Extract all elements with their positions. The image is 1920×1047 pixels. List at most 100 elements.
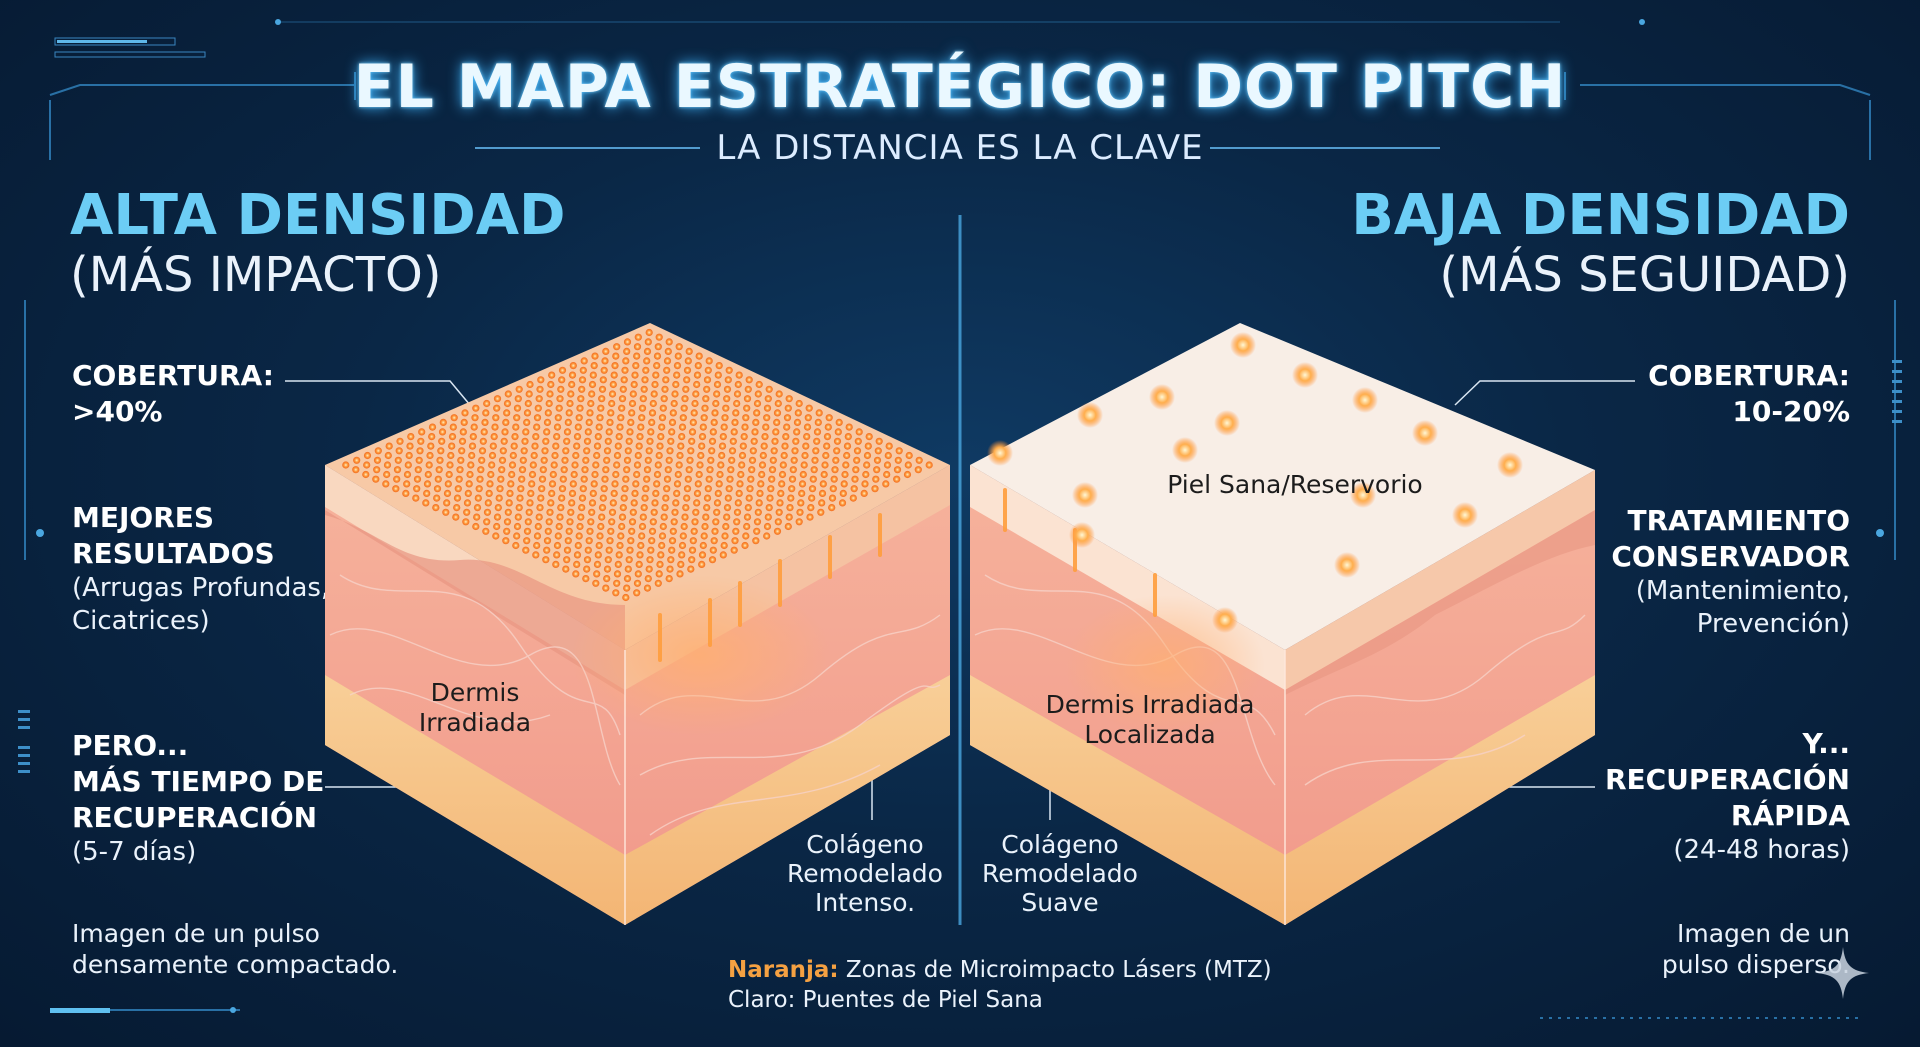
mtz-dot bbox=[533, 541, 541, 550]
left-results-desc-2: Cicatrices) bbox=[72, 606, 210, 636]
mtz-dot bbox=[786, 504, 794, 512]
mtz-dot bbox=[585, 418, 593, 426]
mtz-dot bbox=[568, 489, 577, 497]
mtz-dot bbox=[653, 352, 662, 360]
mtz-dot bbox=[615, 433, 623, 441]
mtz-dot bbox=[737, 470, 745, 479]
mtz-dot bbox=[841, 470, 849, 479]
mtz-dot bbox=[573, 433, 582, 441]
mtz-dot bbox=[432, 504, 440, 512]
mtz-dot bbox=[459, 428, 467, 436]
mtz-dot bbox=[590, 362, 598, 370]
mtz-dot bbox=[510, 442, 518, 450]
mtz-dot bbox=[542, 556, 550, 564]
mtz-dot bbox=[633, 589, 641, 597]
legend-orange-key: Naranja: bbox=[728, 957, 839, 983]
mtz-dot bbox=[883, 461, 892, 469]
mtz-dot bbox=[609, 380, 617, 389]
mtz-dot bbox=[633, 470, 641, 479]
mtz-dot bbox=[654, 343, 662, 351]
mtz-dot bbox=[373, 456, 382, 464]
mtz-dot bbox=[508, 461, 517, 469]
mtz-dot bbox=[531, 442, 539, 450]
mtz-dot bbox=[625, 556, 633, 564]
left-collagen-2: Remodelado bbox=[787, 859, 943, 888]
mtz-dot bbox=[533, 532, 542, 540]
mtz-dot bbox=[638, 414, 646, 422]
mtz-dot bbox=[740, 433, 748, 441]
mtz-dot bbox=[491, 423, 499, 431]
mtz-dot bbox=[651, 499, 659, 507]
mtz-dot bbox=[1452, 502, 1478, 528]
mtz-dot bbox=[808, 485, 817, 493]
mtz-dot bbox=[773, 418, 781, 426]
mtz-dot bbox=[546, 508, 554, 516]
mtz-dot bbox=[656, 442, 664, 450]
mtz-dot bbox=[845, 423, 853, 431]
mtz-dot bbox=[792, 437, 800, 445]
mtz-dot bbox=[424, 470, 432, 479]
mtz-dot bbox=[648, 527, 657, 535]
mtz-dot bbox=[711, 527, 719, 535]
mtz-dot bbox=[393, 475, 401, 483]
mtz-dot bbox=[588, 508, 596, 516]
mtz-dot bbox=[674, 352, 682, 360]
mtz-dot bbox=[481, 418, 489, 426]
mtz-dot bbox=[557, 385, 565, 393]
mtz-dot bbox=[498, 456, 507, 464]
right-dermis-label: Dermis Irradiada Localizada bbox=[1025, 690, 1275, 750]
fat-layer-right bbox=[625, 675, 950, 925]
mtz-dot bbox=[515, 385, 523, 393]
mtz-dot bbox=[752, 418, 760, 426]
mtz-dot bbox=[433, 485, 442, 493]
mtz-dot bbox=[561, 456, 569, 464]
mtz-dot bbox=[482, 409, 490, 417]
mtz-dot bbox=[514, 513, 522, 521]
page-subtitle: LA DISTANCIA ES LA CLAVE bbox=[716, 128, 1204, 168]
mtz-dot bbox=[576, 404, 584, 412]
mtz-dot bbox=[598, 504, 607, 512]
mtz-dot bbox=[702, 395, 710, 403]
mtz-dot bbox=[508, 470, 516, 479]
mtz-dot bbox=[703, 385, 711, 393]
mtz-dot bbox=[875, 437, 883, 445]
mtz-dot bbox=[583, 565, 591, 573]
left-results-desc-1: (Arrugas Profundas, bbox=[72, 573, 330, 603]
mtz-dot bbox=[514, 395, 522, 403]
mtz-dot bbox=[472, 404, 480, 412]
mtz-dot bbox=[664, 347, 672, 355]
mtz-dot bbox=[637, 541, 645, 550]
left-caption: Imagen de un pulso densamente compactado… bbox=[72, 918, 398, 980]
mtz-dot bbox=[461, 409, 469, 417]
mtz-dot bbox=[693, 499, 701, 507]
mtz-dot bbox=[765, 504, 773, 512]
mtz-dot bbox=[589, 489, 597, 497]
mtz-dot bbox=[622, 357, 630, 365]
mtz-dot bbox=[728, 447, 737, 455]
mtz-dot bbox=[693, 371, 702, 379]
mtz-dot bbox=[809, 475, 817, 483]
mtz-dot bbox=[668, 428, 676, 436]
left-collagen-1: Colágeno bbox=[806, 830, 924, 859]
mtz-dot bbox=[534, 522, 542, 531]
mtz-dot bbox=[675, 343, 683, 351]
mtz-dot bbox=[523, 537, 531, 545]
fat-layer-right bbox=[1285, 675, 1595, 925]
mtz-dot bbox=[808, 494, 816, 502]
mtz-dot bbox=[580, 475, 588, 483]
mtz-dot bbox=[750, 437, 758, 445]
mtz-dot bbox=[644, 575, 652, 583]
mtz-dot bbox=[580, 357, 588, 365]
mtz-dot bbox=[763, 532, 771, 540]
mtz-dot bbox=[799, 470, 807, 479]
mtz-dot bbox=[828, 504, 836, 512]
mtz-dot bbox=[554, 414, 562, 422]
mtz-dot bbox=[467, 461, 475, 469]
mtz-dot bbox=[511, 433, 519, 441]
mtz-dot bbox=[732, 527, 740, 535]
mtz-dot bbox=[579, 366, 587, 374]
mtz-dot bbox=[423, 480, 432, 488]
mtz-dot bbox=[801, 451, 809, 460]
mtz-dot bbox=[650, 508, 658, 516]
mtz-dot bbox=[513, 404, 522, 412]
